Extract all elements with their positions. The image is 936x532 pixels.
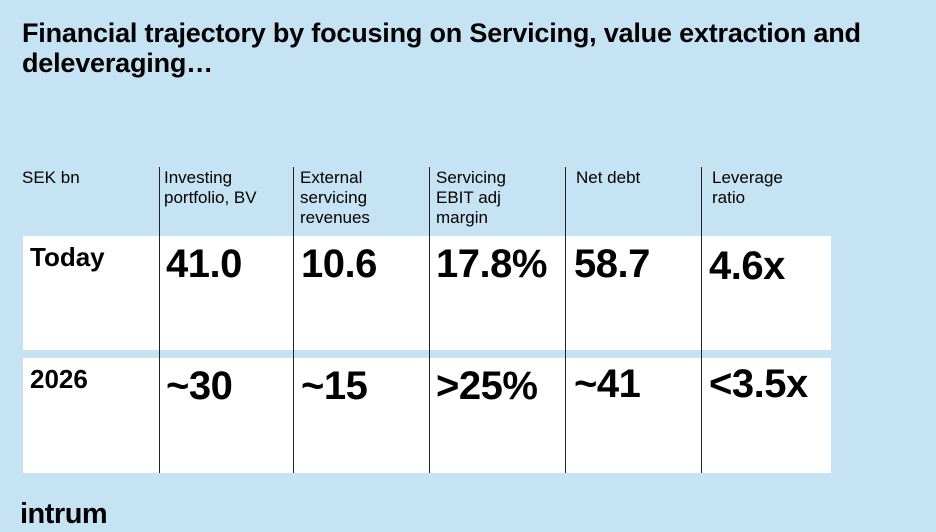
- cell-2026-investing-portfolio: ~30: [166, 364, 233, 408]
- column-header-investing-portfolio: Investing portfolio, BV: [164, 168, 257, 207]
- unit-label: SEK bn: [22, 168, 80, 187]
- cell-2026-net-debt: ~41: [574, 362, 641, 406]
- cell-2026-leverage-ratio: <3.5x: [709, 362, 808, 406]
- column-header-net-debt: Net debt: [576, 168, 641, 187]
- cell-today-external-servicing-revenues: 10.6: [301, 242, 377, 286]
- column-header-leverage-ratio: Leverage ratio: [712, 168, 783, 207]
- column-divider: [565, 167, 566, 473]
- cell-2026-servicing-ebit-margin: >25%: [436, 364, 538, 408]
- row-label-today: Today: [30, 242, 105, 272]
- cell-today-leverage-ratio: 4.6x: [709, 244, 785, 288]
- slide-title: Financial trajectory by focusing on Serv…: [22, 18, 861, 78]
- intrum-logo: intrum: [20, 498, 108, 530]
- cell-today-servicing-ebit-margin: 17.8%: [436, 242, 547, 286]
- column-header-servicing-ebit-margin: Servicing EBIT adj margin: [436, 168, 506, 227]
- column-divider: [293, 167, 294, 473]
- row-label-2026: 2026: [30, 364, 88, 394]
- cell-today-investing-portfolio: 41.0: [166, 242, 242, 286]
- column-divider: [429, 167, 430, 473]
- cell-2026-external-servicing-revenues: ~15: [301, 364, 368, 408]
- column-divider: [701, 167, 702, 473]
- row-band-2026: [23, 358, 831, 473]
- row-band-today: [23, 236, 831, 350]
- column-header-external-servicing-revenues: External servicing revenues: [300, 168, 370, 227]
- column-divider: [159, 167, 160, 473]
- cell-today-net-debt: 58.7: [574, 242, 650, 286]
